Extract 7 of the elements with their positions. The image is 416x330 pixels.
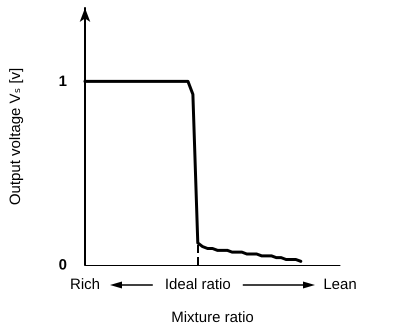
y-tick-label: 0 xyxy=(58,256,67,274)
x-tick-label: Ideal ratio xyxy=(164,276,231,293)
y-axis-title: Output voltage Vₛ [v] xyxy=(7,68,24,206)
y-tick-label: 1 xyxy=(58,72,67,90)
x-tick-label: Lean xyxy=(323,276,357,293)
x-tick-label: Rich xyxy=(70,276,100,293)
x-axis-title: Mixture ratio xyxy=(171,309,254,326)
